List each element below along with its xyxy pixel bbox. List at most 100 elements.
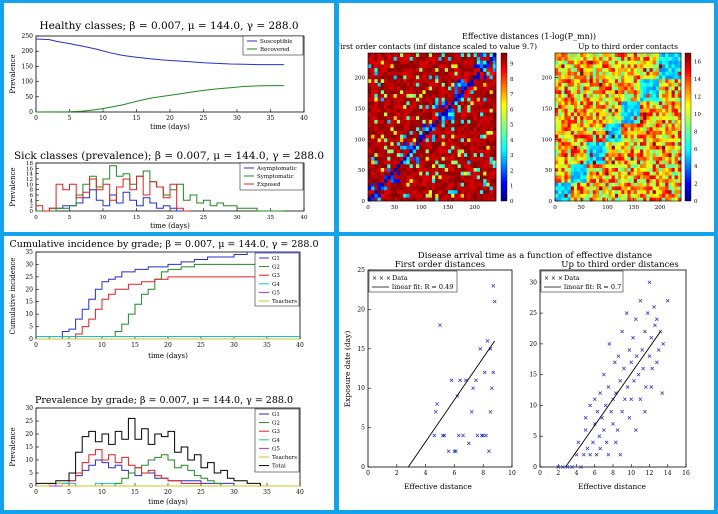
heatmap-cell [448,90,452,94]
heatmap-cell [380,119,385,124]
heatmap-cell [473,149,478,154]
br-right-ytick-label: 0 [533,464,537,471]
heatmap-cell [674,127,679,131]
heatmap-cell [390,197,394,202]
heatmap-cell [377,189,382,194]
heatmap-cell [492,86,497,91]
heatmap-cell [633,64,638,69]
heatmap-cell [419,75,423,80]
heatmap-cell [655,78,660,83]
heatmap-cell [438,86,442,91]
heatmap-cell [630,164,635,168]
heatmap-cell [473,112,478,117]
heatmap-cell [595,86,600,91]
heatmap-cell [486,82,490,87]
heatmap-cell [577,71,581,76]
heatmap-cell [555,167,559,172]
heatmap-cell [438,178,442,183]
heatmap-cell [658,90,663,94]
heatmap-cell [460,67,465,72]
heatmap-cell [480,182,484,187]
heatmap-cell [374,171,378,176]
heatmap-cell [605,86,609,91]
heatmap-cell [441,86,446,91]
heatmap-cell [674,119,679,124]
colorbar-tick-label: 14 [694,77,701,83]
heatmap-cell [419,186,423,191]
heatmap-cell [428,112,433,117]
heatmap-cell [448,197,452,202]
heatmap-cell [643,90,647,94]
heatmap-cell [662,156,666,161]
heatmap-cell [652,130,657,135]
heatmap-cell [406,86,410,91]
heatmap-cell [377,138,382,143]
heatmap-cell [630,78,635,83]
heatmap-cell [412,152,417,157]
heatmap-cell [428,197,433,202]
heatmap-cell [611,64,616,69]
heatmap-cell [374,64,378,69]
heatmap-cell [649,149,653,154]
heatmap-cell [649,138,653,143]
heatmap-cell [564,101,568,106]
data-point [435,402,439,406]
heatmap-cell [589,86,594,91]
heatmap-cell [368,90,372,94]
heatmap-cell [674,97,679,102]
br-left-xtick-label: 10 [508,470,516,477]
heatmap-cell [658,145,663,150]
heatmap-cell [662,104,666,109]
heatmap-cell [567,178,572,183]
heatmap-cell [671,53,675,57]
heatmap-cell [428,53,433,57]
heatmap-cell [577,156,581,161]
fit-line [565,331,661,468]
heatmap-cell [652,138,657,143]
legend-label-g2: G2 [272,265,280,271]
heatmap-cell [409,60,414,65]
legend-label-teachers: Teachers [272,299,297,305]
heatmap-cell [464,134,468,139]
heatmap-cell [412,90,417,94]
heatmap-cell [558,108,562,113]
series-line-asymptomatic [36,189,184,212]
heatmap-cell [454,197,458,202]
heatmap-cell [416,123,420,128]
data-point [636,372,641,377]
heatmap-cell [476,189,481,194]
heatmap-cell [454,64,458,69]
bl-top-xtick-label: 0 [34,342,38,349]
heatmap-cell [577,82,581,87]
heatmap-cell [483,171,487,176]
heatmap-cell [438,67,442,72]
heatmap-cell [630,130,635,135]
heatmap-cell [624,178,628,183]
heatmap-cell [396,93,401,98]
heatmap-cell [655,134,660,139]
heatmap-cell [577,197,581,202]
heatmap-cell [662,175,666,180]
heatmap-cell [580,138,584,143]
heatmap-cell [630,167,635,172]
heatmap-cell [393,149,398,154]
heatmap-cell [368,82,372,87]
heatmap-cell [668,175,672,180]
heatmap-cell [658,75,663,80]
heatmap-cell [652,115,657,120]
br-right-xtick-label: 16 [682,470,690,477]
heatmap-cell [649,67,653,72]
heatmap-cell [371,97,375,102]
heatmap-cell [393,75,398,80]
heatmap-cell [464,164,468,168]
heatmap-cell [671,64,675,69]
heatmap-cell [655,145,660,150]
heatmap-cell [486,101,490,106]
heatmap-cell [476,86,481,91]
heatmap-cell [614,167,619,172]
heatmap-cell [368,71,372,76]
heatmap-cell [633,164,638,168]
heatmap-cell [621,130,625,135]
heatmap-cell [621,82,625,87]
heatmap-cell [476,82,481,87]
